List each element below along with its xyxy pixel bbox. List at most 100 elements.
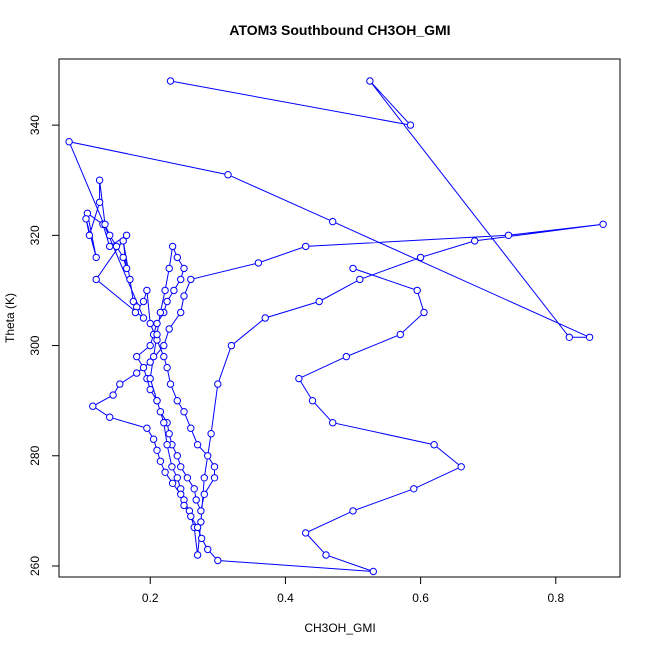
data-point [122, 231, 131, 240]
data-point [139, 314, 148, 322]
data-point [366, 77, 374, 85]
data-point [170, 286, 178, 295]
data-point [193, 551, 202, 559]
data-point [163, 297, 171, 306]
data-point [329, 419, 337, 427]
data-point [165, 325, 173, 333]
y-axis-label: Theta (K) [3, 293, 17, 343]
data-point [133, 352, 141, 361]
data-point [173, 452, 182, 460]
data-point [153, 319, 161, 328]
data-point [210, 463, 219, 471]
x-tick-label: 0.2 [142, 591, 159, 605]
data-point [82, 215, 90, 223]
data-point [166, 380, 175, 388]
data-point [143, 286, 151, 295]
data-point [168, 463, 176, 471]
data-point [180, 264, 188, 273]
data-point [187, 275, 195, 284]
data-point [89, 402, 97, 410]
data-point [95, 176, 104, 184]
y-tick-label: 340 [28, 115, 42, 135]
y-tick-label: 320 [28, 225, 42, 245]
data-point [322, 551, 330, 559]
data-point [101, 220, 109, 229]
data-point [92, 275, 100, 284]
data-point [163, 441, 171, 449]
data-point [119, 237, 127, 245]
data-point [168, 479, 177, 487]
data-point [153, 446, 161, 454]
chart-title: ATOM3 Southbound CH3OH_GMI [229, 22, 450, 38]
data-point [166, 77, 175, 85]
data-point [109, 391, 117, 399]
data-point [146, 385, 154, 394]
data-point [173, 253, 182, 262]
data-point [315, 297, 323, 306]
data-point [173, 474, 182, 482]
data-point [302, 529, 310, 537]
data-point [302, 242, 310, 251]
data-point [204, 545, 212, 554]
data-point [139, 363, 148, 372]
data-point [85, 231, 94, 240]
data-point [106, 242, 114, 251]
data-point [342, 352, 350, 361]
data-point [585, 333, 594, 341]
data-point [143, 424, 151, 432]
data-point [396, 330, 404, 339]
series-group [65, 77, 607, 576]
x-tick-label: 0.8 [547, 591, 564, 605]
data-point [197, 518, 205, 526]
data-point [190, 485, 198, 493]
data-point [193, 523, 202, 532]
data-point [106, 413, 114, 421]
data-point [254, 259, 263, 267]
data-point [95, 198, 104, 207]
data-point [227, 341, 236, 350]
data-point [565, 333, 573, 341]
data-point [192, 496, 200, 504]
data-point [214, 556, 222, 565]
data-point [349, 507, 357, 515]
data-point [406, 121, 415, 129]
y-tick-label: 260 [28, 556, 42, 576]
data-point [193, 441, 202, 449]
data-point [160, 352, 168, 361]
data-point [156, 308, 165, 317]
data-point [261, 314, 269, 322]
y-tick-label: 280 [28, 445, 42, 465]
data-point [146, 358, 154, 366]
data-point [471, 237, 479, 245]
data-point [356, 275, 364, 284]
data-point [165, 264, 173, 273]
data-point [177, 463, 185, 471]
data-point [295, 374, 303, 383]
data-point [200, 490, 209, 498]
data-point [165, 430, 173, 438]
data-point [160, 341, 168, 350]
x-tick-label: 0.4 [277, 591, 294, 605]
data-point [410, 485, 418, 493]
y-axis: 260 280 300 320 340 [28, 115, 59, 576]
data-point [187, 424, 195, 432]
data-point [430, 441, 438, 449]
data-point [197, 534, 206, 543]
data-point [349, 264, 357, 273]
data-point [200, 474, 209, 482]
data-point [119, 253, 127, 262]
data-point [210, 474, 219, 482]
data-point [149, 435, 158, 443]
data-point [146, 319, 154, 328]
data-point [131, 308, 140, 317]
data-point [180, 408, 188, 416]
data-point [139, 297, 148, 306]
data-point [224, 171, 232, 179]
data-point [308, 397, 317, 405]
data-point [416, 253, 425, 262]
data-point [329, 217, 337, 226]
data-point [187, 512, 195, 521]
data-point [168, 242, 177, 251]
data-point [156, 457, 165, 465]
